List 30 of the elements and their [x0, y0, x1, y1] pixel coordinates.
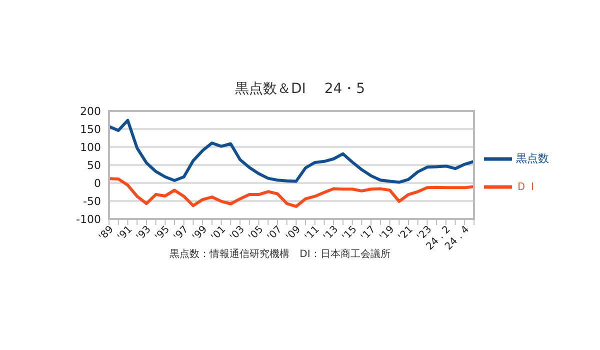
text: 黒点数：情報通信研究機構 DI：日本商工会議所	[170, 249, 390, 260]
legend-label: 黒点数	[516, 152, 549, 166]
x-tick-label: '19	[378, 224, 397, 243]
x-tick-label: '13	[322, 224, 341, 243]
x-tick-label: '99	[190, 224, 210, 243]
y-tick-label: 0	[94, 176, 101, 190]
x-tick-label: '89	[97, 224, 116, 243]
x-tick-label: '21	[396, 224, 416, 243]
x-tick-label: '07	[266, 224, 284, 243]
y-tick-label: 150	[80, 122, 101, 136]
x-tick-label: '97	[172, 224, 191, 243]
y-tick-label: -50	[83, 194, 101, 208]
y-tick-label: 100	[80, 140, 101, 154]
x-tick-label: '03	[228, 224, 247, 243]
x-tick-label: '05	[246, 224, 266, 243]
line-series	[108, 118, 476, 184]
chart-title: 黒点数＆DI 24・5	[234, 80, 366, 98]
legend-label: ＤＩ	[516, 180, 538, 194]
x-tick-label: '17	[359, 224, 378, 243]
y-tick-label: 50	[87, 158, 101, 172]
line-series	[108, 177, 476, 208]
x-tick-label: '01	[209, 224, 228, 243]
y-tick-label: -100	[76, 212, 101, 226]
x-tick-label: '95	[153, 224, 172, 243]
x-tick-label: '09	[284, 224, 304, 243]
y-tick-label: 200	[80, 104, 101, 118]
x-tick-label: '15	[340, 224, 360, 243]
x-tick-label: '11	[303, 224, 322, 243]
x-tick-label: '91	[116, 224, 135, 243]
x-tick-label: '93	[134, 224, 154, 243]
